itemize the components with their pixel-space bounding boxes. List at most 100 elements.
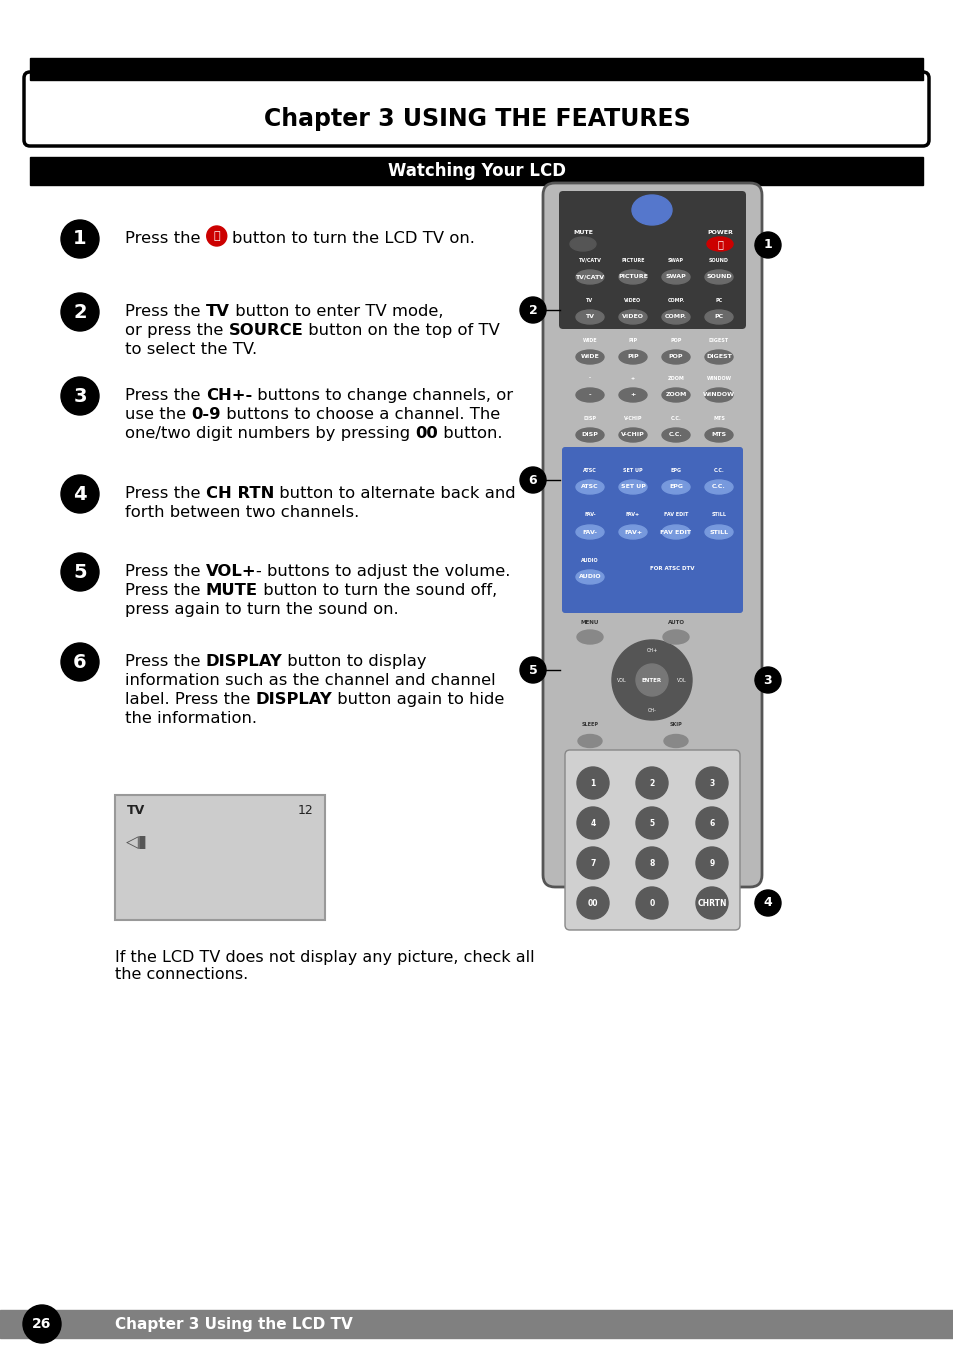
Text: PICTURE: PICTURE [620, 257, 644, 263]
Ellipse shape [618, 428, 646, 441]
Ellipse shape [704, 428, 732, 441]
Text: 1: 1 [590, 779, 595, 788]
Text: 0: 0 [649, 899, 654, 907]
Text: TV: TV [586, 298, 593, 302]
Text: +: + [630, 393, 635, 398]
Text: 4: 4 [73, 485, 87, 504]
Text: Press the: Press the [125, 565, 206, 580]
Text: CHRTN: CHRTN [697, 899, 726, 907]
Ellipse shape [706, 237, 732, 250]
Text: 00: 00 [415, 425, 437, 441]
Text: FAV+: FAV+ [623, 529, 641, 535]
Text: Watching Your LCD: Watching Your LCD [388, 162, 565, 180]
Ellipse shape [663, 734, 687, 747]
Ellipse shape [704, 525, 732, 539]
Text: VOL: VOL [677, 677, 686, 682]
Text: SKIP: SKIP [669, 723, 681, 727]
Circle shape [696, 766, 727, 799]
Text: CH+: CH+ [646, 647, 657, 653]
FancyBboxPatch shape [561, 447, 742, 613]
Text: 2: 2 [73, 302, 87, 321]
FancyBboxPatch shape [564, 750, 740, 930]
FancyBboxPatch shape [558, 191, 745, 329]
Text: COMP.: COMP. [664, 314, 686, 320]
Text: 6: 6 [709, 819, 714, 827]
Text: Press the: Press the [125, 305, 206, 320]
Ellipse shape [631, 195, 671, 225]
Text: ATSC: ATSC [582, 467, 597, 473]
Text: VOL: VOL [617, 677, 626, 682]
Text: 4: 4 [590, 819, 595, 827]
Text: SLEEP: SLEEP [581, 723, 598, 727]
Text: SWAP: SWAP [667, 257, 683, 263]
Bar [30, 58, 923, 80]
Ellipse shape [618, 349, 646, 364]
Text: SOUND: SOUND [708, 257, 728, 263]
Ellipse shape [576, 349, 603, 364]
Text: PIP: PIP [626, 355, 639, 360]
Text: ◁▮: ◁▮ [126, 834, 148, 852]
Text: Press the: Press the [125, 232, 206, 246]
Circle shape [577, 807, 608, 839]
Text: DIGEST: DIGEST [705, 355, 731, 360]
Text: buttons to change channels, or: buttons to change channels, or [252, 389, 513, 403]
Circle shape [519, 297, 545, 324]
Text: Press the: Press the [125, 582, 206, 598]
Circle shape [61, 219, 99, 259]
Text: SOURCE: SOURCE [229, 322, 303, 338]
FancyBboxPatch shape [24, 72, 928, 146]
Bar [0, 1311, 953, 1338]
Text: POP: POP [670, 337, 681, 343]
Text: button to enter TV mode,: button to enter TV mode, [230, 305, 442, 320]
Text: V-CHIP: V-CHIP [623, 416, 641, 421]
Ellipse shape [577, 630, 602, 645]
Circle shape [754, 668, 781, 693]
Ellipse shape [618, 310, 646, 324]
Text: MENU: MENU [580, 620, 598, 624]
Text: STILL: STILL [709, 529, 728, 535]
Ellipse shape [576, 481, 603, 494]
Ellipse shape [576, 269, 603, 284]
Text: 3: 3 [709, 779, 714, 788]
Circle shape [519, 657, 545, 682]
Text: If the LCD TV does not display any picture, check all
the connections.: If the LCD TV does not display any pictu… [115, 951, 534, 983]
Text: 1: 1 [762, 238, 772, 252]
Text: ENTER: ENTER [641, 677, 661, 682]
Circle shape [61, 643, 99, 681]
Text: -: - [588, 375, 590, 380]
Text: EPG: EPG [670, 467, 680, 473]
Text: V-CHIP: V-CHIP [620, 432, 644, 437]
Text: Chapter 3 USING THE FEATURES: Chapter 3 USING THE FEATURES [263, 107, 690, 131]
Text: TV: TV [127, 804, 145, 818]
Text: STILL: STILL [711, 513, 726, 517]
Text: ZOOM: ZOOM [664, 393, 686, 398]
Text: button to alternate back and: button to alternate back and [274, 486, 516, 501]
Circle shape [754, 890, 781, 917]
Text: C.C.: C.C. [668, 432, 682, 437]
Circle shape [61, 292, 99, 330]
Ellipse shape [576, 428, 603, 441]
Ellipse shape [576, 525, 603, 539]
Text: Press the: Press the [125, 389, 206, 403]
Text: CH+-: CH+- [206, 389, 252, 403]
Ellipse shape [576, 389, 603, 402]
Ellipse shape [704, 481, 732, 494]
Text: MTS: MTS [711, 432, 726, 437]
Text: or press the: or press the [125, 322, 229, 338]
Text: AUDIO: AUDIO [580, 558, 598, 562]
Circle shape [577, 887, 608, 919]
Text: VIDEO: VIDEO [624, 298, 640, 302]
Circle shape [696, 807, 727, 839]
Circle shape [207, 226, 227, 246]
Ellipse shape [661, 525, 689, 539]
Text: PC: PC [714, 314, 722, 320]
Text: SET UP: SET UP [619, 485, 645, 490]
Text: FAV-: FAV- [583, 513, 596, 517]
Text: POWER: POWER [706, 229, 732, 234]
Ellipse shape [618, 389, 646, 402]
Text: to select the TV.: to select the TV. [125, 341, 257, 356]
Circle shape [636, 663, 667, 696]
Text: SWAP: SWAP [665, 275, 685, 279]
Circle shape [636, 766, 667, 799]
Ellipse shape [704, 349, 732, 364]
